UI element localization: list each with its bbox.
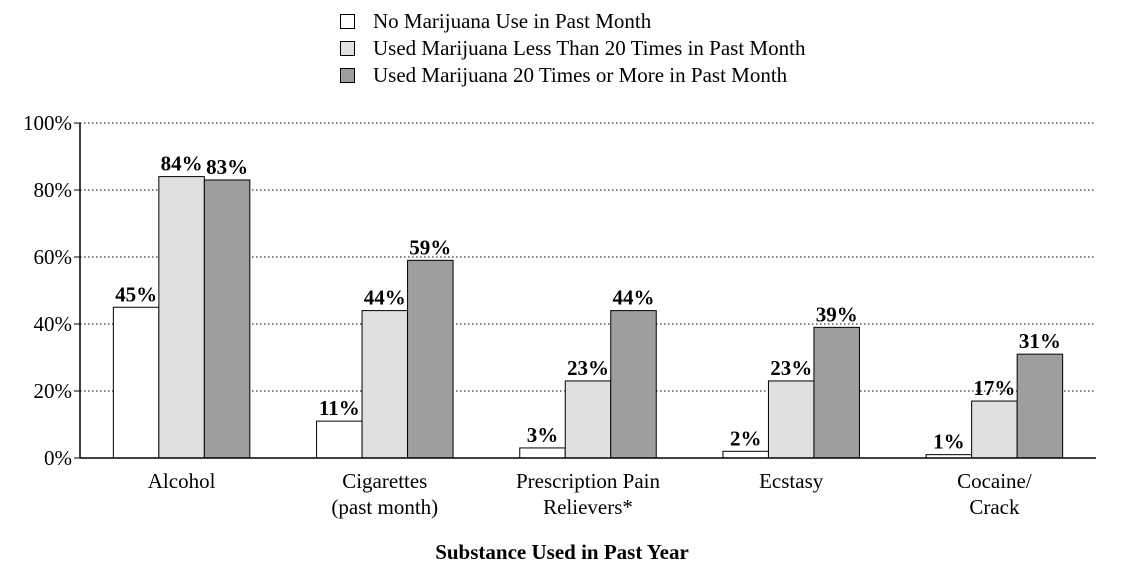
data-label: 83% [206,155,248,179]
x-tick-label: Relievers* [543,495,633,519]
legend-label-less-than-20: Used Marijuana Less Than 20 Times in Pas… [373,36,806,60]
bar [112,306,160,459]
x-tick-label: Cocaine/ [957,469,1032,493]
bar [158,176,205,459]
data-label: 44% [613,286,655,310]
data-label: 31% [1019,329,1061,353]
bar [610,310,657,459]
x-tick-label: (past month) [331,495,438,519]
data-label: 44% [364,286,406,310]
y-tick-label: 20% [34,379,73,403]
legend-label-20-or-more: Used Marijuana 20 Times or More in Past … [373,63,788,87]
data-label: 17% [973,376,1015,400]
bar [813,326,860,459]
data-label: 1% [933,430,965,454]
x-tick-label: Prescription Pain [516,469,661,493]
y-tick-label: 0% [44,446,72,470]
bar [722,450,769,459]
data-label: 84% [161,152,203,176]
bar [519,447,566,459]
bar [203,179,251,459]
bar [564,380,612,459]
legend-item-less-than-20: Used Marijuana Less Than 20 Times in Pas… [340,35,805,62]
x-tick-label: Cigarettes [342,469,427,493]
data-label: 3% [527,423,559,447]
bar [361,310,409,459]
legend-swatch-no-use [340,14,355,29]
x-axis-title: Substance Used in Past Year [435,540,689,564]
x-tick-label: Ecstasy [759,469,824,493]
x-tick-label: Alcohol [148,469,216,493]
data-label: 2% [730,426,762,450]
data-label: 45% [115,282,157,306]
legend-item-20-or-more: Used Marijuana 20 Times or More in Past … [340,62,805,89]
legend-item-no-use: No Marijuana Use in Past Month [340,8,805,35]
data-label: 59% [409,235,451,259]
y-tick-label: 100% [23,111,72,135]
data-label: 39% [816,302,858,326]
x-tick-label: Crack [969,495,1020,519]
bar [767,380,815,459]
bar [407,259,454,459]
y-tick-label: 40% [34,312,73,336]
y-tick-label: 80% [34,178,73,202]
legend: No Marijuana Use in Past Month Used Mari… [340,8,805,89]
data-label: 23% [770,356,812,380]
data-label: 23% [567,356,609,380]
legend-swatch-20-or-more [340,68,355,83]
bar [971,400,1018,459]
y-tick-label: 60% [34,245,73,269]
legend-label-no-use: No Marijuana Use in Past Month [373,9,652,33]
data-label: 11% [319,396,360,420]
bar [316,420,363,459]
legend-swatch-less-than-20 [340,41,355,56]
bar [1016,353,1064,459]
